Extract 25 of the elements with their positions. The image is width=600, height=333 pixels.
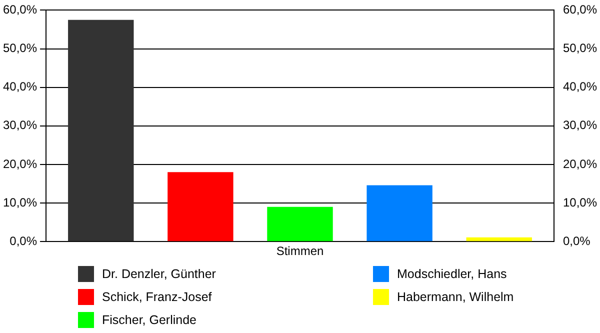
text: 10,0% [562, 195, 598, 210]
text: 60,0% [562, 2, 598, 17]
y-tick-label: 10,0% [2, 195, 38, 210]
legend-label: Schick, Franz-Josef [102, 290, 212, 304]
text: 40,0% [562, 80, 598, 94]
legend-label: Modschiedler, Hans [397, 266, 507, 280]
x-tick-label: Stimmen [276, 244, 324, 258]
text: 50,0% [562, 41, 598, 56]
y-tick-label: 20,0% [2, 156, 38, 171]
text: 20,0% [562, 156, 598, 171]
bar [267, 206, 333, 242]
bar [366, 185, 432, 242]
bar [68, 20, 134, 242]
y-tick-label: 40,0% [2, 80, 38, 94]
text: 30,0% [562, 118, 598, 132]
bar [466, 237, 532, 242]
y-tick-label: 30,0% [2, 118, 38, 132]
text: 0,0% [562, 234, 590, 248]
y-tick-label: 0,0% [10, 234, 38, 248]
bar [168, 172, 234, 242]
legend-label: Fischer, Gerlinde [102, 312, 196, 326]
legend-label: Habermann, Wilhelm [397, 290, 514, 304]
legend-label: Dr. Denzler, Günther [102, 266, 216, 280]
y-tick-label: 50,0% [2, 41, 38, 56]
y-tick-label: 60,0% [2, 2, 38, 17]
